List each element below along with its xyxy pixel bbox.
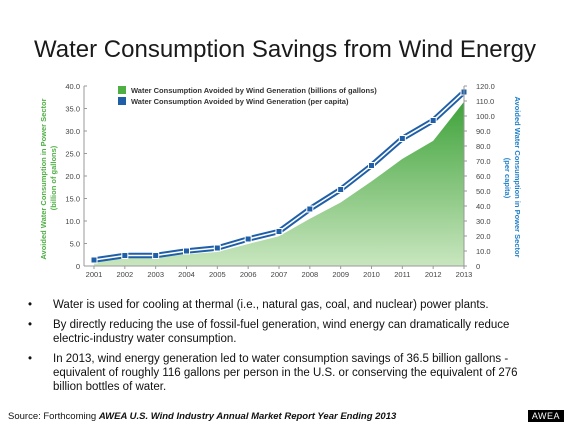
right-axis-label-line2: (per capita) [503, 158, 512, 199]
left-axis-label: Avoided Water Consumption in Power Secto… [39, 96, 58, 259]
right-tick-label: 0 [476, 262, 480, 271]
right-tick-label: 100.0 [476, 112, 495, 121]
x-tick-label: 2013 [456, 270, 473, 279]
area-layer [94, 101, 464, 266]
right-axis-label: Avoided Water Consumption in Power Secto… [503, 96, 522, 259]
left-tick-label: 10.0 [65, 217, 80, 226]
x-tick-label: 2009 [332, 270, 349, 279]
line-point [306, 205, 314, 213]
line-layer [90, 88, 468, 264]
right-tick-label: 20.0 [476, 232, 491, 241]
line-point [244, 235, 252, 243]
left-tick-label: 35.0 [65, 105, 80, 114]
x-tick-label: 2004 [178, 270, 195, 279]
x-tick-label: 2011 [394, 270, 410, 279]
line-point [337, 186, 345, 193]
line-point [90, 256, 98, 264]
x-tick-label: 2001 [86, 270, 103, 279]
bullet-item: Water is used for cooling at thermal (i.… [28, 298, 548, 312]
bullet-item: In 2013, wind energy generation led to w… [28, 352, 548, 394]
x-tick-label: 2007 [271, 270, 288, 279]
left-tick-label: 0 [76, 262, 80, 271]
right-tick-label: 40.0 [476, 202, 491, 211]
line-point [213, 244, 221, 252]
source-prefix: Source: Forthcoming [8, 411, 99, 422]
source-report-title: AWEA U.S. Wind Industry Annual Market Re… [98, 411, 397, 422]
legend-label-line: Water Consumption Avoided by Wind Genera… [131, 97, 349, 106]
line-point [398, 135, 406, 142]
x-tick-label: 2005 [209, 270, 226, 279]
right-tick-label: 70.0 [476, 157, 491, 166]
left-tick-label: 20.0 [65, 172, 80, 181]
line-point [429, 117, 437, 124]
right-tick-label: 80.0 [476, 142, 491, 151]
right-tick-label: 10.0 [476, 247, 491, 256]
right-tick-label: 120.0 [476, 82, 495, 91]
right-tick-label: 110.0 [476, 97, 494, 106]
right-tick-label: 30.0 [476, 217, 491, 226]
x-tick-label: 2003 [147, 270, 164, 279]
left-tick-label: 40.0 [65, 82, 80, 91]
area-series [94, 101, 464, 266]
legend-swatch-line [118, 97, 126, 105]
legend-label-area: Water Consumption Avoided by Wind Genera… [131, 86, 377, 95]
bullet-list: Water is used for cooling at thermal (i.… [28, 298, 548, 400]
source-note: Source: Forthcoming AWEA U.S. Wind Indus… [8, 411, 396, 422]
legend: Water Consumption Avoided by Wind Genera… [118, 86, 377, 106]
x-tick-label: 2008 [301, 270, 318, 279]
left-axis-label-line1: Avoided Water Consumption in Power Secto… [39, 98, 48, 259]
right-tick-label: 50.0 [476, 187, 491, 196]
left-tick-label: 25.0 [65, 150, 80, 159]
x-tick-label: 2012 [425, 270, 442, 279]
line-point [121, 252, 129, 259]
right-axis-ticks: 0 10.0 20.0 30.0 40.0 50.0 60.0 70.0 80.0 90.0 100… [464, 82, 495, 271]
left-axis-label-line2: (billion of gallons) [49, 145, 58, 210]
x-tick-label: 2006 [240, 270, 257, 279]
left-axis-ticks: 0 5.0 10.0 15.0 20.0 25.0 30.0 35.0 40.0 [65, 82, 87, 271]
x-axis-ticks: 2001 2002 2003 2004 2005 2006 2007 2008 2009 2010… [86, 266, 473, 279]
x-tick-label: 2002 [116, 270, 133, 279]
awea-badge: AWEA [527, 410, 564, 422]
right-tick-label: 90.0 [476, 127, 491, 136]
page-title: Water Consumption Savings from Wind Ener… [34, 36, 536, 63]
right-axis-label-line1: Avoided Water Consumption in Power Secto… [513, 96, 522, 257]
x-tick-label: 2010 [363, 270, 380, 279]
line-point [152, 252, 160, 259]
left-tick-label: 30.0 [65, 127, 80, 136]
line-point [368, 162, 375, 169]
legend-swatch-area [118, 86, 126, 94]
right-tick-label: 60.0 [476, 172, 491, 181]
line-point [183, 247, 190, 255]
left-tick-label: 5.0 [70, 240, 80, 249]
bullet-item: By directly reducing the use of fossil-f… [28, 318, 548, 346]
chart: 0 5.0 10.0 15.0 20.0 25.0 30.0 35.0 40.0 0 10.0 20… [39, 82, 522, 279]
left-tick-label: 15.0 [65, 195, 80, 204]
line-point [275, 228, 283, 235]
